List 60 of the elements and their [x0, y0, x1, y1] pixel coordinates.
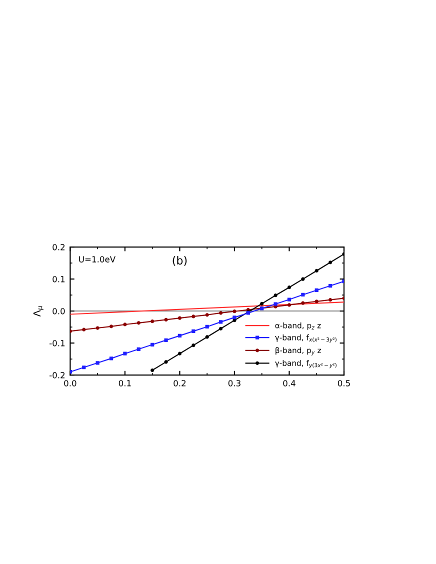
point [232, 310, 236, 314]
point [301, 277, 305, 281]
point [136, 347, 140, 351]
point [301, 301, 305, 305]
point [178, 334, 182, 338]
point [314, 288, 318, 292]
point [232, 316, 236, 320]
point [178, 352, 182, 356]
point [287, 286, 292, 290]
point [314, 268, 318, 273]
point [287, 303, 292, 307]
line-series [70, 296, 344, 334]
y-tick-label: -0.1 [49, 340, 65, 346]
point [164, 360, 168, 364]
y-tick-label: 0.1 [52, 276, 65, 282]
point [96, 326, 100, 330]
point [328, 298, 332, 302]
point [205, 324, 209, 329]
point [218, 311, 223, 315]
x-tick-label: 0.1 [118, 380, 131, 386]
point [150, 368, 154, 372]
point [218, 326, 223, 330]
x-tick-label: 0.2 [174, 380, 186, 386]
point [136, 321, 140, 325]
point [328, 284, 332, 288]
point [192, 343, 196, 348]
point [274, 294, 278, 298]
point [287, 298, 292, 302]
point [123, 352, 127, 356]
point [178, 316, 182, 320]
point [274, 302, 278, 306]
annotation: U=1.0eV [79, 256, 116, 262]
x-tick-label: 0.4 [283, 380, 296, 386]
point [205, 335, 209, 339]
point [260, 302, 264, 306]
point [164, 338, 168, 342]
y-tick-label: 0.0 [52, 308, 65, 314]
point [314, 300, 318, 304]
x-tick-label: 0.3 [228, 380, 240, 386]
y-tick-label: -0.2 [49, 372, 64, 378]
point [82, 328, 86, 332]
point [150, 319, 154, 324]
x-tick-label: 0.5 [338, 380, 350, 386]
point [82, 366, 86, 370]
point [328, 260, 332, 264]
point [192, 329, 196, 334]
y-axis-title: Λ$_{μ}$ [33, 306, 44, 317]
point [123, 322, 127, 326]
point [218, 320, 223, 324]
x-tick-label: 0.0 [64, 380, 76, 386]
point [109, 356, 114, 360]
annotation: (b) [172, 256, 187, 266]
point [192, 314, 196, 318]
point [205, 313, 209, 317]
point [109, 324, 114, 328]
y-tick-label: 0.2 [52, 244, 64, 250]
point [150, 342, 154, 346]
point [164, 318, 168, 322]
point [96, 361, 100, 365]
point [301, 292, 305, 297]
